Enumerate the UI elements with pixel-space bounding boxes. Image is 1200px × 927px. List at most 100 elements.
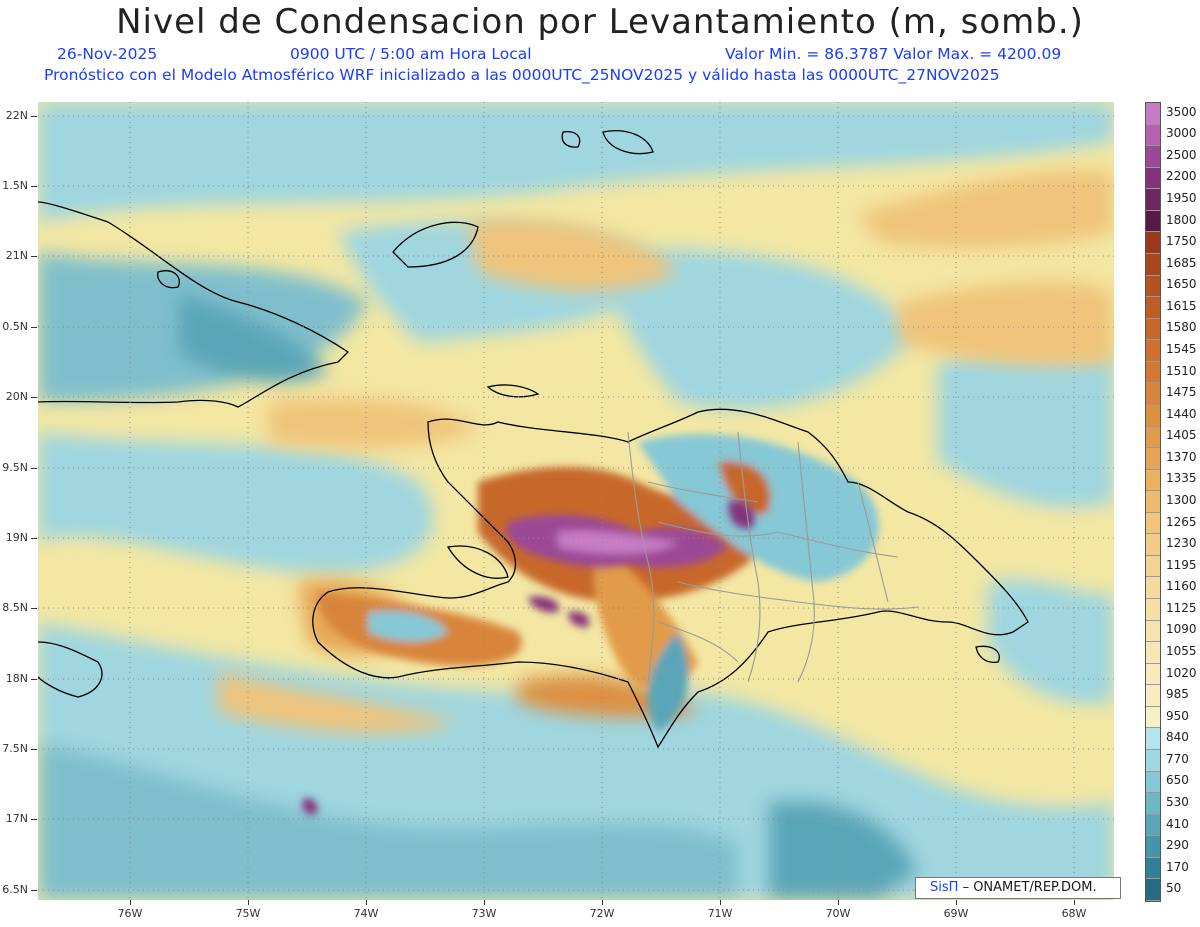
- colorbar-label: 170: [1166, 859, 1189, 874]
- colorbar-segment: [1146, 232, 1160, 254]
- colorbar-segment: [1146, 253, 1160, 276]
- colorbar-label: 530: [1166, 794, 1189, 809]
- colorbar-label: 1055: [1166, 643, 1197, 658]
- colorbar-segment: [1146, 146, 1160, 168]
- colorbar-segment: [1146, 555, 1160, 578]
- colorbar-segment: [1146, 534, 1160, 556]
- lon-tick: [130, 900, 131, 905]
- lon-tick: [484, 900, 485, 905]
- lat-label: 1.5N: [2, 179, 28, 192]
- colorbar-label: 3500: [1166, 104, 1197, 119]
- colorbar-label: 2200: [1166, 169, 1197, 184]
- lon-tick: [366, 900, 367, 905]
- colorbar-label: 1090: [1166, 622, 1197, 637]
- forecast-time: 0900 UTC / 5:00 am Hora Local: [290, 45, 532, 63]
- lat-label: 17N: [5, 812, 28, 825]
- lon-label: 75W: [235, 907, 261, 920]
- map-area: [38, 102, 1114, 900]
- lat-label: 21N: [5, 249, 28, 262]
- colorbar-label: 1300: [1166, 493, 1197, 507]
- colorbar-label: 1370: [1166, 449, 1197, 464]
- lon-tick: [248, 900, 249, 905]
- colorbar-segment: [1146, 750, 1160, 772]
- colorbar-segment: [1146, 512, 1160, 535]
- colorbar-label: 1195: [1166, 557, 1197, 572]
- colorbar-segment: [1146, 404, 1160, 427]
- colorbar-segment: [1146, 318, 1160, 341]
- colorbar-label: 985: [1166, 687, 1189, 702]
- lat-tick: [31, 819, 37, 820]
- lat-label: 22N: [5, 109, 28, 122]
- colorbar-label: 1510: [1166, 363, 1197, 378]
- credit-text: – ONAMET/REP.DOM.: [962, 880, 1097, 895]
- colorbar-label: 650: [1166, 773, 1189, 788]
- colorbar-label: 1335: [1166, 471, 1197, 486]
- lcl-field-map: [38, 102, 1114, 900]
- lat-label: 20N: [5, 390, 28, 403]
- lat-tick: [31, 538, 37, 539]
- colorbar-segment: [1146, 361, 1160, 384]
- colorbar-label: 1440: [1166, 406, 1197, 421]
- colorbar-segment: [1146, 685, 1160, 707]
- lat-tick: [31, 608, 37, 609]
- high-lcl-bands: [218, 170, 1114, 733]
- lat-tick: [31, 749, 37, 750]
- colorbar-label: 1230: [1166, 536, 1197, 551]
- colorbar-segment: [1146, 771, 1160, 794]
- colorbar-label: 1545: [1166, 342, 1197, 357]
- colorbar-segment: [1146, 426, 1160, 449]
- colorbar-segment: [1146, 275, 1160, 298]
- coastlines: [38, 130, 1029, 749]
- colorbar-segment: [1146, 383, 1160, 405]
- forecast-date: 26-Nov-2025: [57, 45, 158, 63]
- colorbar-label: 290: [1166, 838, 1189, 853]
- colorbar-label: 1580: [1166, 320, 1197, 335]
- lat-tick: [31, 397, 37, 398]
- lon-label: 68W: [1061, 907, 1087, 920]
- colorbar-label: 3000: [1166, 126, 1197, 141]
- lon-label: 76W: [117, 907, 143, 920]
- lat-label: 19N: [5, 531, 28, 544]
- province-borders: [627, 431, 919, 683]
- lon-tick: [1074, 900, 1075, 905]
- graticule: [38, 102, 1114, 900]
- colorbar-label: 1125: [1166, 600, 1197, 615]
- lon-tick: [720, 900, 721, 905]
- lat-label: 6.5N: [2, 883, 28, 896]
- lon-label: 69W: [943, 907, 969, 920]
- colorbar-segment: [1146, 124, 1160, 147]
- colorbar-label: 770: [1166, 751, 1189, 766]
- colorbar-label: 1950: [1166, 191, 1197, 206]
- colorbar-label: 410: [1166, 816, 1189, 831]
- colorbar-label: 1750: [1166, 234, 1197, 249]
- lat-tick: [31, 679, 37, 680]
- colorbar-segment: [1146, 448, 1160, 470]
- colorbar-segment: [1146, 836, 1160, 858]
- colorbar-segment: [1146, 469, 1160, 492]
- colorbar-label: 50: [1166, 881, 1182, 896]
- lon-tick: [838, 900, 839, 905]
- colorbar-label: 950: [1166, 708, 1189, 723]
- lat-label: 9.5N: [2, 461, 28, 474]
- colorbar-segment: [1146, 706, 1160, 729]
- lon-tick: [602, 900, 603, 905]
- colorbar-label: 1650: [1166, 277, 1197, 292]
- lat-tick: [31, 256, 37, 257]
- colorbar-segment: [1146, 189, 1160, 211]
- colorbar-segment: [1146, 793, 1160, 815]
- lon-label: 72W: [589, 907, 615, 920]
- colorbar-label: 1265: [1166, 514, 1197, 529]
- colorbar-segment: [1146, 642, 1160, 664]
- credit-brand: SisΠ: [930, 880, 959, 895]
- lat-tick: [31, 186, 37, 187]
- lat-label: 0.5N: [2, 320, 28, 333]
- colorbar-segment: [1146, 167, 1160, 190]
- lat-tick: [31, 890, 37, 891]
- lat-label: 18N: [5, 672, 28, 685]
- colorbar-segment: [1146, 599, 1160, 621]
- colorbar-segment: [1146, 577, 1160, 600]
- colorbar-label: 1615: [1166, 298, 1197, 313]
- colorbar-label: 1405: [1166, 428, 1197, 443]
- colorbar-segment: [1146, 340, 1160, 362]
- lat-tick: [31, 327, 37, 328]
